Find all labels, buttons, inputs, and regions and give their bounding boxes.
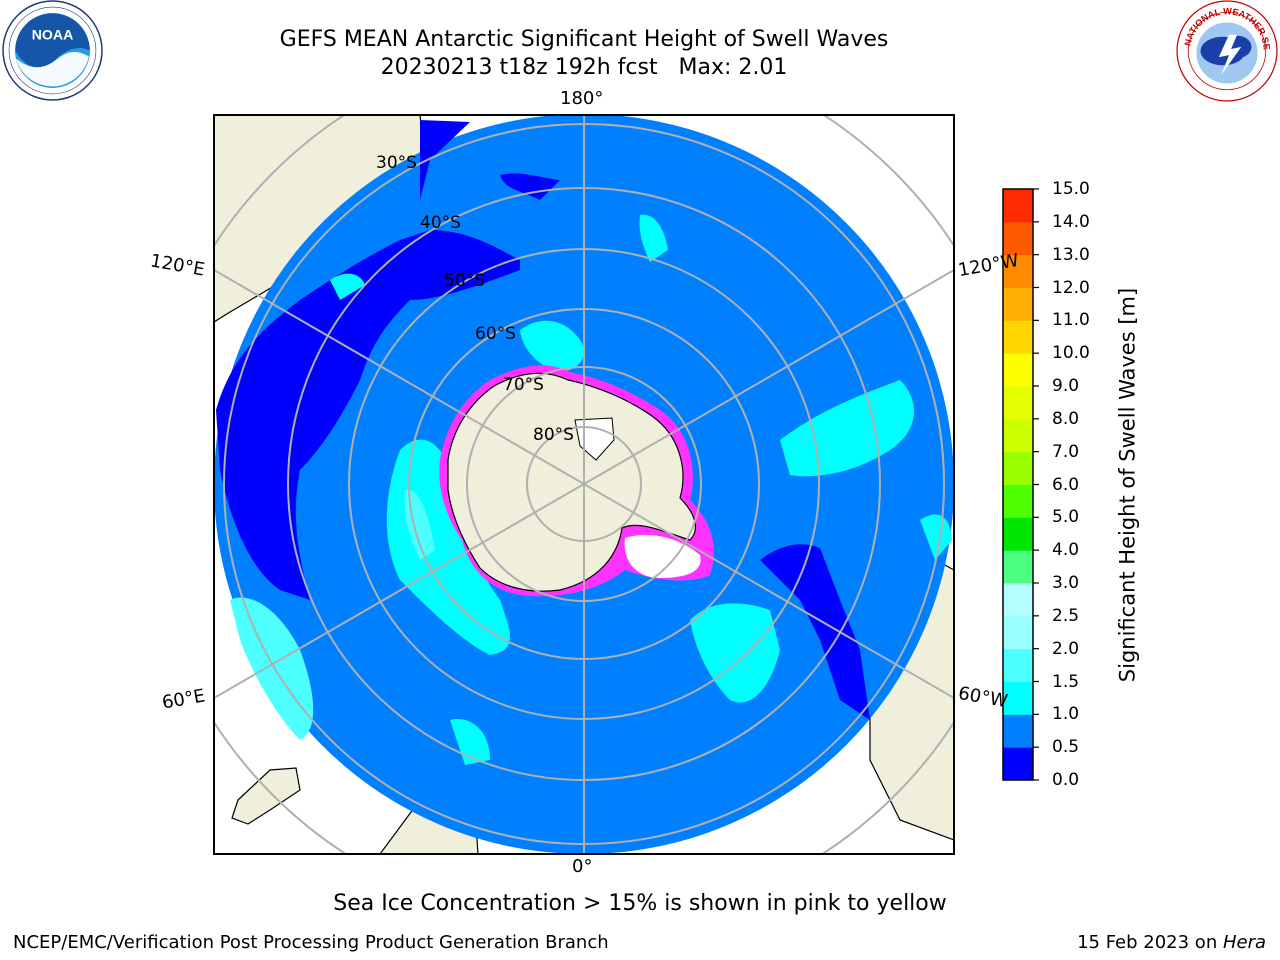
lat-label-70s: 70°S — [503, 375, 544, 395]
chart-title: GEFS MEAN Antarctic Significant Height o… — [184, 26, 984, 82]
lon-label-top: 180° — [560, 88, 604, 109]
colorbar-tick-label: 15.0 — [1052, 179, 1090, 199]
colorbar-segment — [1003, 714, 1033, 748]
lat-label-80s: 80°S — [533, 425, 574, 445]
map-content — [214, 115, 954, 854]
colorbar-label: Significant Height of Swell Waves [m] — [1115, 287, 1140, 683]
title-line-2: 20230213 t18z 192h fcst Max: 2.01 — [380, 55, 788, 80]
colorbar-tick-label: 8.0 — [1052, 408, 1080, 429]
colorbar-tick-label: 3.0 — [1052, 573, 1080, 593]
colorbar-tick-label: 10.0 — [1052, 343, 1090, 364]
swell-band-1.5-2.0 — [230, 489, 435, 740]
lat-label-60s: 60°S — [475, 324, 516, 344]
graticule — [214, 115, 954, 854]
colorbar-segment — [1003, 550, 1033, 584]
colorbar-segment — [1003, 681, 1033, 715]
colorbar-segment — [1003, 484, 1033, 518]
colorbar-tick-label: 7.0 — [1052, 441, 1080, 462]
swell-band-1.0-1.5 — [330, 214, 952, 765]
colorbar-tick-label: 14.0 — [1052, 211, 1090, 232]
colorbar-tick-label: 1.5 — [1052, 671, 1080, 692]
footer-date: 15 Feb 2023 on Hera — [1077, 932, 1266, 953]
lat-label-50s: 50°S — [444, 271, 485, 291]
footer-host: Hera — [1222, 932, 1266, 953]
nws-logo: NATIONAL WEATHER SERVICE — [1176, 0, 1278, 102]
lon-label-bottom: 0° — [572, 856, 593, 877]
lat-label-30s: 30°S — [376, 153, 417, 173]
colorbar-tick-label: 0.5 — [1052, 737, 1080, 758]
colorbar-tick-label: 5.0 — [1052, 507, 1080, 528]
colorbar-segment — [1003, 451, 1033, 485]
colorbar-tick-label: 2.5 — [1052, 605, 1080, 626]
colorbar-segment — [1003, 648, 1033, 682]
colorbar-tick-label: 4.0 — [1052, 540, 1080, 561]
colorbar-tick-label: 12.0 — [1052, 277, 1090, 298]
noaa-logo: NOAA — [2, 0, 103, 101]
swell-band-0-0.5 — [216, 120, 870, 720]
colorbar-segment — [1003, 517, 1033, 551]
colorbar-segment — [1003, 221, 1033, 256]
colorbar-segment — [1003, 189, 1033, 223]
colorbar-tick-label: 6.0 — [1052, 474, 1080, 495]
footer-producer: NCEP/EMC/Verification Post Processing Pr… — [13, 932, 609, 953]
colorbar-segment — [1003, 583, 1033, 617]
madagascar-land — [231, 767, 301, 825]
colorbar-segment — [1003, 353, 1033, 387]
footer-date-prefix: 15 Feb 2023 on — [1077, 932, 1223, 953]
sea-ice-caption: Sea Ice Concentration > 15% is shown in … — [333, 891, 947, 916]
colorbar-tick-label: 1.0 — [1052, 704, 1080, 725]
colorbar-tick-label: 9.0 — [1052, 376, 1080, 396]
noaa-text: NOAA — [32, 26, 74, 42]
colorbar-segment — [1003, 615, 1033, 650]
colorbar-segment — [1003, 254, 1033, 288]
colorbar-segment — [1003, 320, 1033, 354]
title-line-1: GEFS MEAN Antarctic Significant Height o… — [279, 27, 889, 52]
antarctica-land — [447, 372, 697, 592]
sea-ice-core — [624, 534, 701, 578]
colorbar-tick-label: 0.0 — [1052, 770, 1080, 790]
colorbar-tick-label: 2.0 — [1052, 638, 1080, 659]
colorbar-tick-label: 13.0 — [1052, 244, 1090, 265]
colorbar-segment — [1003, 747, 1033, 781]
colorbar-segment — [1003, 386, 1033, 420]
colorbar-segment — [1003, 418, 1033, 453]
lat-label-40s: 40°S — [420, 213, 461, 233]
meridian-60e-120w — [214, 269, 954, 699]
colorbar — [1002, 188, 1039, 781]
colorbar-segment — [1003, 287, 1033, 321]
colorbar-tick-label: 11.0 — [1052, 310, 1090, 331]
map-frame — [213, 114, 955, 855]
